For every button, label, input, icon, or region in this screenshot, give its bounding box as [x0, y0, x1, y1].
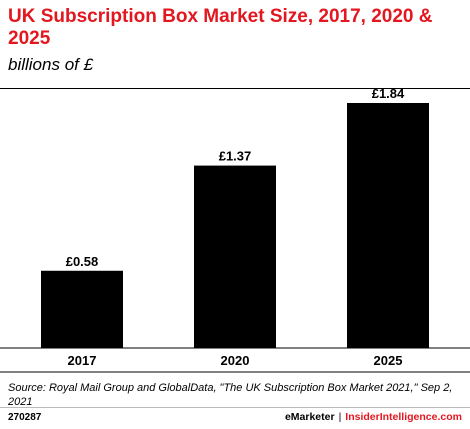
data-label-2017: £0.58 — [66, 254, 99, 269]
chart-title: UK Subscription Box Market Size, 2017, 2… — [8, 6, 433, 49]
source-note: Source: Royal Mail Group and GlobalData,… — [8, 382, 453, 408]
bar-2017 — [41, 270, 123, 348]
brand-emarketer: eMarketer — [284, 411, 335, 423]
data-label-2020: £1.37 — [219, 149, 252, 164]
x-tick-label-2025: 2025 — [374, 353, 403, 368]
bars-group: £0.58 £1.37 £1.84 — [41, 86, 429, 348]
data-label-2025: £1.84 — [372, 86, 405, 101]
bar-2020 — [194, 165, 276, 348]
x-tick-label-2017: 2017 — [68, 353, 97, 368]
chart-id: 270287 — [8, 412, 42, 423]
chart-subtitle: billions of £ — [8, 55, 94, 74]
title-divider — [0, 88, 470, 89]
brand-insider-intelligence-link[interactable]: InsiderIntelligence.com — [345, 411, 462, 423]
x-tick-label-2020: 2020 — [221, 353, 250, 368]
footer-brand: eMarketer | InsiderIntelligence.com — [285, 411, 462, 423]
x-tick-labels: 2017 2020 2025 — [68, 353, 403, 368]
footer-rule — [0, 407, 470, 408]
bar-2025 — [347, 103, 429, 348]
brand-separator: | — [338, 411, 342, 423]
